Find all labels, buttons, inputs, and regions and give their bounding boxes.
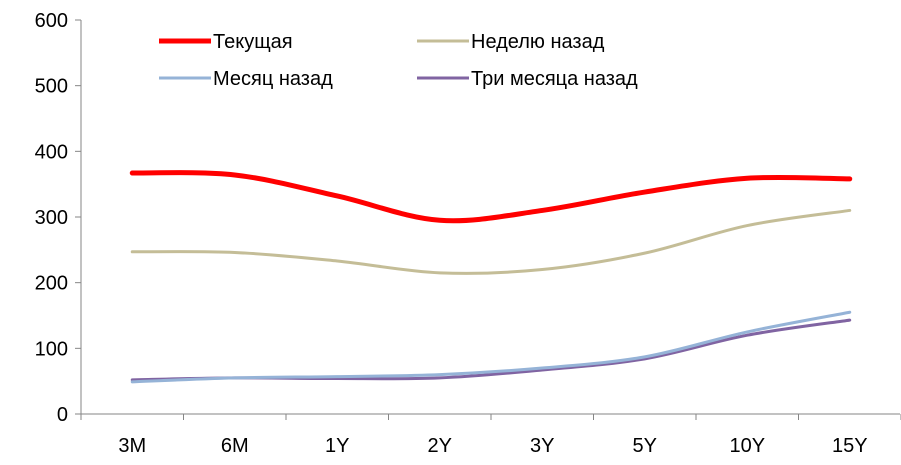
x-tick-label: 1Y <box>325 435 349 457</box>
legend-item: Текущая <box>159 31 293 53</box>
y-tick-label: 200 <box>35 273 68 295</box>
x-tick-label: 5Y <box>633 435 657 457</box>
legend-label: Три месяца назад <box>471 68 638 90</box>
legend-label: Месяц назад <box>213 68 333 90</box>
y-tick-label: 600 <box>35 10 68 32</box>
legend-label: Неделю назад <box>471 31 605 53</box>
x-tick-label: 10Y <box>729 435 765 457</box>
legend-item: Неделю назад <box>417 31 605 53</box>
legend-label: Текущая <box>213 31 293 53</box>
series-lines <box>132 173 850 382</box>
x-tick-label: 3M <box>118 435 146 457</box>
y-tick-label: 500 <box>35 76 68 98</box>
y-tick-label: 0 <box>57 404 68 426</box>
series-3-line <box>132 312 850 382</box>
y-tick-label: 100 <box>35 338 68 360</box>
legend-item: Три месяца назад <box>417 68 638 90</box>
y-tick-label: 400 <box>35 141 68 163</box>
legend-item: Месяц назад <box>159 68 333 90</box>
x-tick-label: 3Y <box>530 435 554 457</box>
x-tick-label: 2Y <box>428 435 452 457</box>
y-tick-label: 300 <box>35 207 68 229</box>
x-tick-label: 15Y <box>832 435 868 457</box>
x-tick-label: 6M <box>221 435 249 457</box>
series-1-line <box>132 173 850 221</box>
legend: Текущая Неделю назад Месяц назад Три месяца… <box>159 31 638 90</box>
